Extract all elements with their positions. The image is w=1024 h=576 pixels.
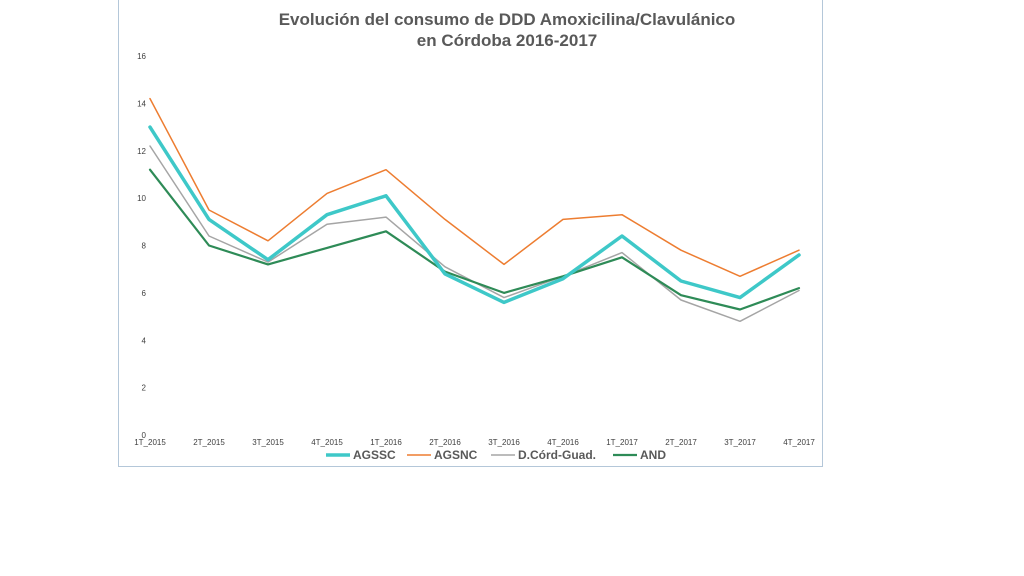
- x-tick-label: 1T_2017: [606, 438, 638, 447]
- x-tick-label: 3T_2015: [252, 438, 284, 447]
- y-tick-label: 8: [142, 242, 147, 251]
- x-tick-label: 4T_2017: [783, 438, 815, 447]
- series-lines: [148, 97, 801, 323]
- y-tick-label: 0: [142, 431, 147, 440]
- x-axis-ticks: 1T_2015 2T_2015 3T_2015 4T_2015 1T_2016 2T_20…: [134, 438, 815, 447]
- legend-label: AND: [640, 448, 666, 462]
- y-tick-label: 6: [142, 289, 147, 298]
- y-tick-label: 16: [137, 52, 146, 61]
- legend-label: AGSNC: [434, 448, 478, 462]
- chart-subtitle: en Córdoba 2016-2017: [417, 31, 597, 50]
- x-tick-label: 1T_2015: [134, 438, 166, 447]
- x-tick-label: 2T_2017: [665, 438, 697, 447]
- legend-label: AGSSC: [353, 448, 396, 462]
- series-line-and: [148, 168, 801, 311]
- chart-title: Evolución del consumo de DDD Amoxicilina…: [279, 10, 736, 29]
- y-tick-label: 14: [137, 99, 146, 108]
- series-line-agssc: [148, 125, 801, 305]
- x-tick-label: 2T_2016: [429, 438, 461, 447]
- legend: AGSSC AGSNC D.Córd-Guad. AND: [326, 448, 666, 462]
- y-tick-label: 12: [137, 147, 146, 156]
- y-tick-label: 4: [142, 336, 147, 345]
- x-tick-label: 3T_2016: [488, 438, 520, 447]
- y-tick-label: 2: [142, 384, 147, 393]
- x-tick-label: 4T_2015: [311, 438, 343, 447]
- chart-frame: Evolución del consumo de DDD Amoxicilina…: [118, 0, 823, 467]
- line-chart: Evolución del consumo de DDD Amoxicilina…: [134, 10, 815, 462]
- legend-label: D.Córd-Guad.: [518, 448, 596, 462]
- x-tick-label: 4T_2016: [547, 438, 579, 447]
- x-tick-label: 1T_2016: [370, 438, 402, 447]
- series-line-agsnc: [149, 97, 800, 278]
- x-tick-label: 2T_2015: [193, 438, 225, 447]
- x-tick-label: 3T_2017: [724, 438, 756, 447]
- series-line-d-c-rd-guad-: [149, 145, 800, 323]
- y-axis-ticks: 0 2 4 6 8 10 12 14 16: [137, 52, 146, 440]
- y-tick-label: 10: [137, 194, 146, 203]
